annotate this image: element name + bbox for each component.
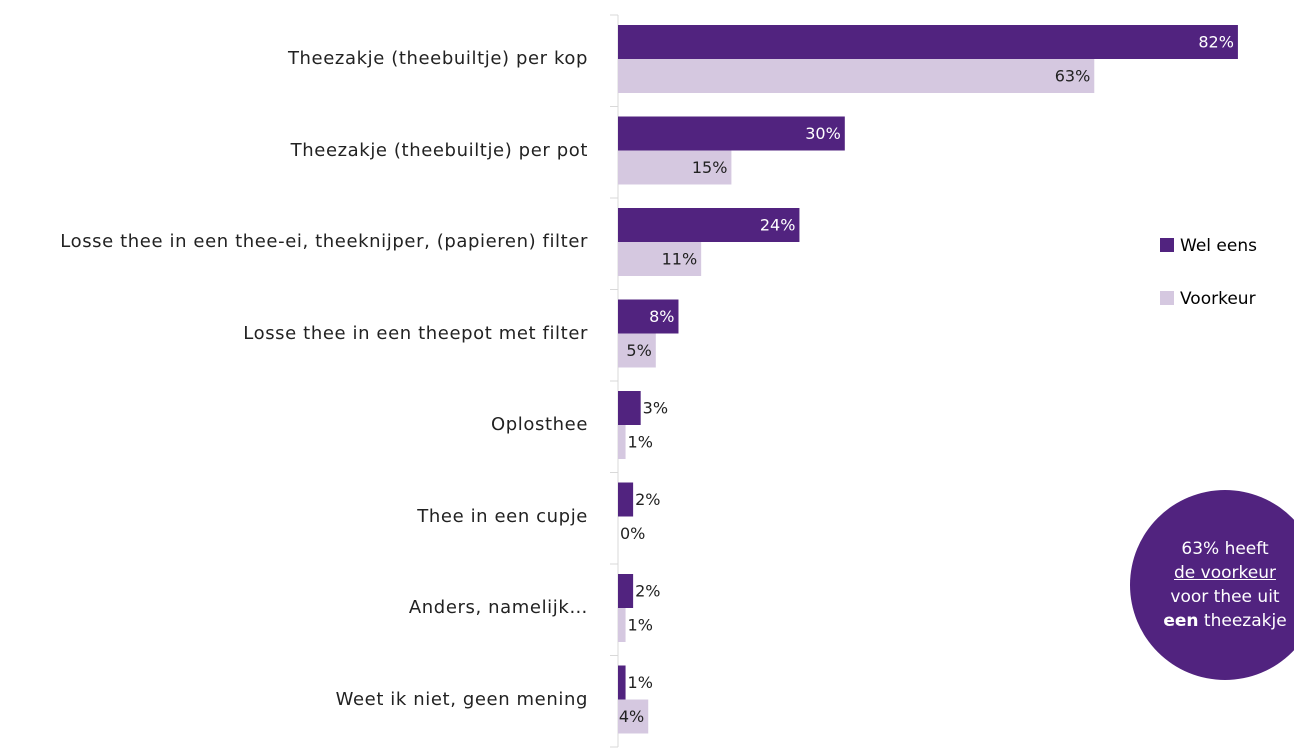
bar — [618, 242, 702, 276]
value-label: 30% — [805, 124, 841, 143]
value-label: 4% — [619, 707, 644, 726]
annotation-line: een theezakje — [1130, 609, 1294, 633]
annotation-line: 63% heeft — [1181, 539, 1269, 559]
value-label: 2% — [635, 582, 660, 601]
category-text: Losse thee in een thee-ei, theeknijper, … — [60, 231, 588, 252]
value-label: 0% — [620, 524, 645, 543]
bar — [618, 333, 656, 368]
bar — [618, 208, 800, 242]
value-label: 2% — [635, 490, 660, 509]
bar — [618, 699, 649, 734]
legend-swatch — [1160, 291, 1174, 305]
category-label: Thee in een cupje — [0, 500, 588, 534]
category-text: Theezakje (theebuiltje) per kop — [287, 48, 588, 69]
value-label: 82% — [1198, 33, 1234, 52]
category-text: Thee in een cupje — [417, 505, 588, 527]
category-label: Anders, namelijk… — [0, 591, 588, 625]
value-label: 1% — [628, 433, 653, 452]
value-label: 63% — [1055, 67, 1091, 86]
category-label: Weet ik niet, geen mening — [0, 683, 588, 717]
legend-label: Wel eens — [1180, 236, 1257, 256]
bar — [618, 299, 679, 334]
bar — [618, 425, 626, 459]
category-text: Weet ik niet, geen mening — [335, 688, 588, 710]
bar — [618, 391, 641, 425]
annotation-text: theezakje — [1203, 611, 1287, 631]
bar — [618, 59, 1095, 93]
bar — [618, 116, 845, 151]
value-label: 8% — [649, 307, 674, 326]
legend-label: Voorkeur — [1180, 289, 1256, 309]
category-label: Theezakje (theebuiltje) per kop — [0, 42, 588, 76]
bar — [618, 25, 1238, 59]
category-label: Oplosthee — [0, 408, 588, 442]
annotation-circle: 63% heeft de voorkeur voor thee uit een … — [1130, 490, 1294, 680]
bar — [618, 608, 626, 642]
category-text: Oplosthee — [491, 414, 588, 435]
value-label: 1% — [628, 673, 653, 692]
annotation-bold: een — [1163, 611, 1199, 631]
value-label: 24% — [760, 216, 796, 235]
value-label: 11% — [662, 250, 698, 269]
category-label: Losse thee in een theepot met filter — [0, 317, 588, 351]
bar — [618, 150, 732, 185]
category-text: Theezakje (theebuiltje) per pot — [290, 139, 588, 161]
legend-swatch — [1160, 238, 1174, 252]
value-label: 5% — [626, 341, 651, 360]
value-label: 15% — [692, 158, 728, 177]
value-label: 1% — [628, 616, 653, 635]
annotation-line: voor thee uit — [1170, 587, 1280, 607]
value-label: 3% — [643, 399, 668, 418]
bar — [618, 574, 634, 608]
bar — [618, 665, 626, 700]
annotation-line: de voorkeur — [1174, 563, 1276, 583]
category-text: Losse thee in een theepot met filter — [243, 322, 588, 344]
category-label: Theezakje (theebuiltje) per pot — [0, 134, 588, 168]
category-label: Losse thee in een thee-ei, theeknijper, … — [0, 225, 588, 259]
category-text: Anders, namelijk… — [408, 597, 588, 618]
bar — [618, 482, 634, 517]
